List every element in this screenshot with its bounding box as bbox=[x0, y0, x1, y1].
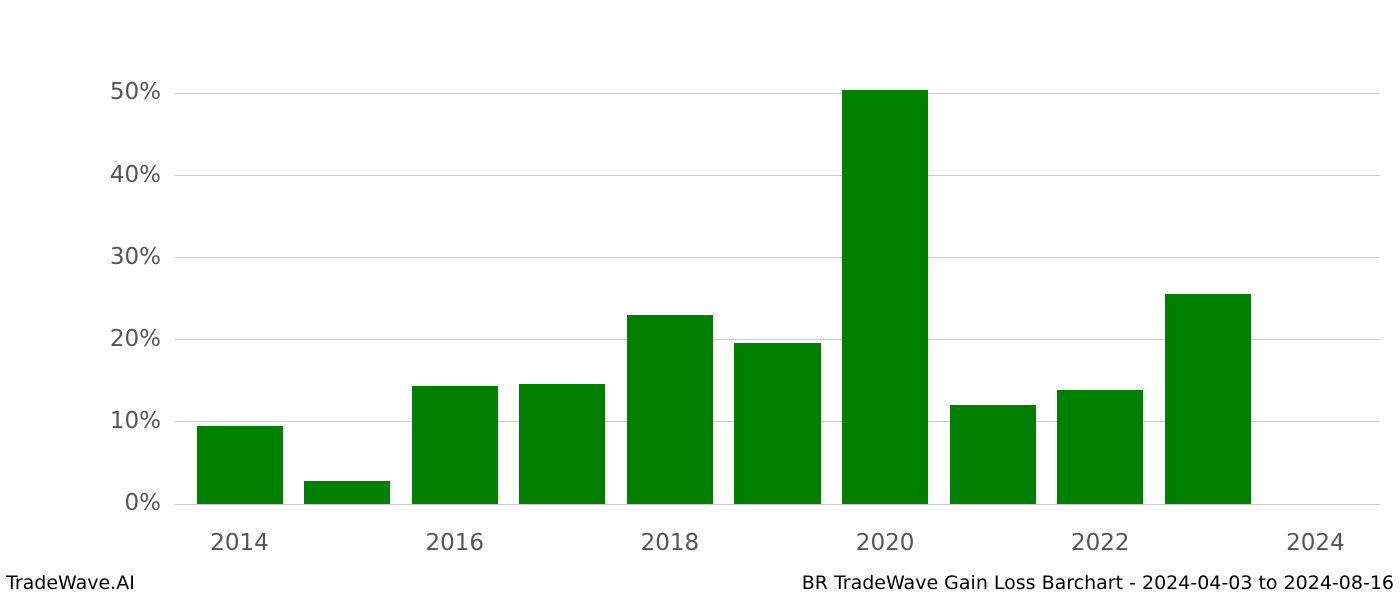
y-axis-tick-label: 40% bbox=[0, 162, 161, 188]
x-axis-tick-label: 2022 bbox=[1071, 530, 1130, 556]
y-axis-tick-label: 20% bbox=[0, 326, 161, 352]
gridline bbox=[175, 93, 1380, 94]
chart-caption: BR TradeWave Gain Loss Barchart - 2024-0… bbox=[802, 572, 1394, 594]
y-axis-tick-label: 0% bbox=[0, 490, 161, 516]
bar bbox=[519, 384, 605, 503]
bar bbox=[197, 426, 283, 503]
bar bbox=[1165, 294, 1251, 503]
bar bbox=[304, 481, 390, 504]
x-axis-tick-label: 2014 bbox=[210, 530, 269, 556]
gridline bbox=[175, 257, 1380, 258]
bar bbox=[1057, 390, 1143, 503]
y-axis-tick-label: 50% bbox=[0, 79, 161, 105]
watermark-left: TradeWave.AI bbox=[6, 572, 135, 594]
bar bbox=[734, 343, 820, 504]
plot-area bbox=[175, 60, 1380, 520]
y-axis-tick-label: 30% bbox=[0, 244, 161, 270]
bar bbox=[412, 386, 498, 503]
bar bbox=[950, 405, 1036, 504]
gridline bbox=[175, 504, 1380, 505]
bar bbox=[842, 90, 928, 503]
x-axis-tick-label: 2018 bbox=[641, 530, 700, 556]
bar bbox=[627, 315, 713, 504]
gridline bbox=[175, 175, 1380, 176]
x-axis-tick-label: 2016 bbox=[425, 530, 484, 556]
x-axis-tick-label: 2020 bbox=[856, 530, 915, 556]
y-axis-tick-label: 10% bbox=[0, 408, 161, 434]
chart-stage: TradeWave.AI BR TradeWave Gain Loss Barc… bbox=[0, 0, 1400, 600]
x-axis-tick-label: 2024 bbox=[1286, 530, 1345, 556]
